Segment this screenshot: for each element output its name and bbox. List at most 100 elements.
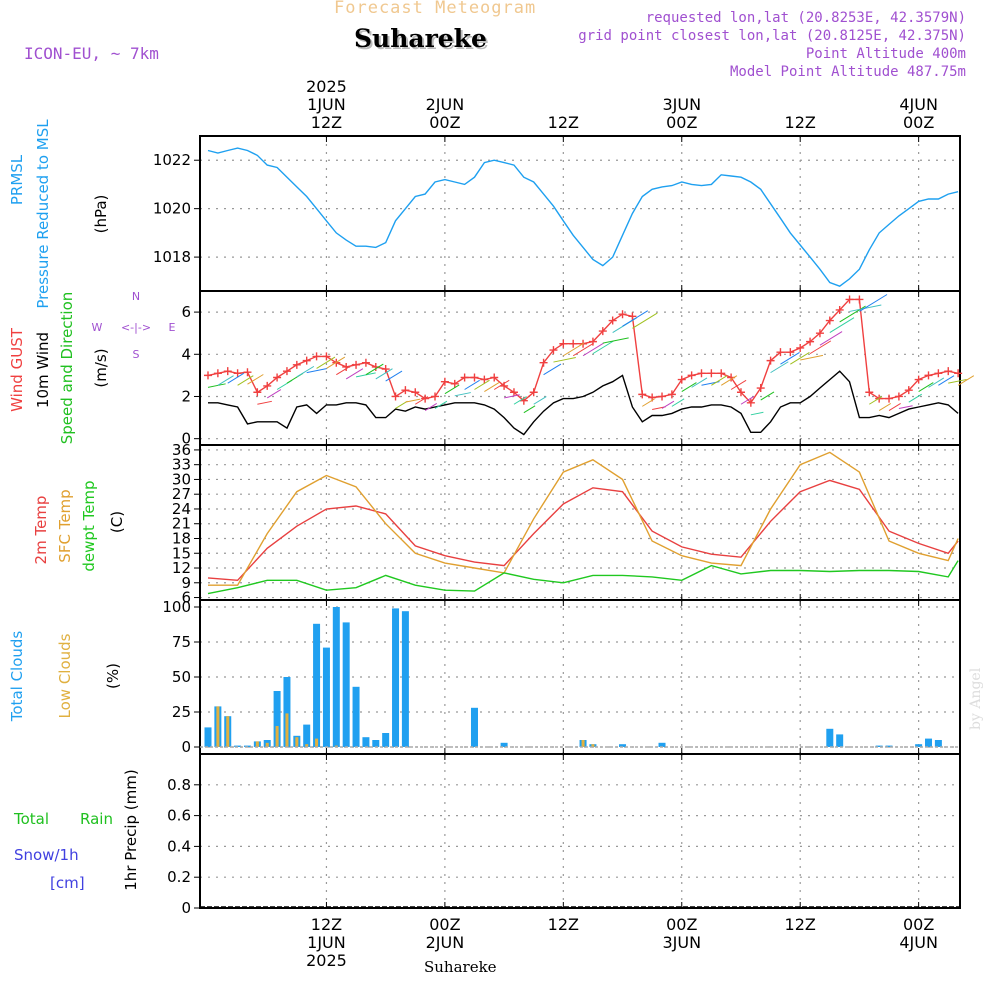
wind-direction-arrow — [237, 375, 254, 386]
wind-direction-arrow — [484, 382, 500, 393]
wind-direction-arrow — [642, 398, 655, 407]
pressure-label-prmsl: PRMSL — [8, 154, 26, 205]
wind-direction-arrow — [681, 382, 697, 393]
panel-frame-wind — [199, 290, 961, 446]
temp-sfc-label: SFC Temp — [56, 489, 74, 562]
low-cloud-bar — [285, 713, 289, 747]
gust-point — [559, 339, 568, 348]
top-time-label: 12Z — [548, 113, 579, 132]
wind-direction-arrow — [740, 396, 754, 405]
low-cloud-bar — [226, 716, 230, 747]
wind-direction-arrow — [257, 400, 272, 405]
bottom-time-label: 00Z — [666, 915, 697, 934]
total-cloud-bar — [313, 623, 321, 747]
wind-direction-arrow — [296, 365, 315, 378]
gust-point — [894, 392, 903, 401]
gust-point — [904, 386, 913, 395]
wind-direction-arrow — [602, 337, 629, 344]
y-tick-label: 2 — [181, 387, 191, 405]
gust-point — [638, 390, 647, 399]
wind-direction-arrow — [711, 375, 728, 386]
y-tick-label: 1020 — [153, 200, 191, 218]
y-tick-label: 0.6 — [167, 807, 191, 825]
wind-direction-arrow — [632, 312, 658, 329]
wind-direction-arrow — [572, 342, 594, 357]
gust-point — [815, 329, 824, 338]
gust-point — [618, 310, 627, 319]
wind-direction-arrow — [691, 377, 708, 388]
y-tick-label: 50 — [172, 668, 191, 686]
gust-point — [736, 388, 745, 397]
top-time-label: 4JUN — [899, 95, 938, 114]
low-cloud-bar — [295, 737, 299, 747]
temp-2m-label: 2m Temp — [32, 496, 50, 565]
bottom-time-label: 00Z — [429, 915, 460, 934]
gust-point — [746, 398, 755, 407]
wind-direction-arrow — [770, 361, 789, 374]
gust-point — [677, 375, 686, 384]
wind-direction-arrow — [375, 368, 393, 380]
gust-point — [885, 394, 894, 403]
gust-point — [934, 369, 943, 378]
wind-direction-arrow — [316, 356, 336, 369]
y-tick-label: 24 — [172, 500, 191, 518]
total-cloud-bar — [204, 727, 212, 747]
low-cloud-bar — [315, 738, 319, 747]
wind-direction-arrow — [424, 403, 437, 412]
gust-point — [658, 392, 667, 401]
gust-point — [806, 337, 815, 346]
total-cloud-bar — [362, 737, 370, 747]
wind-direction-arrow — [454, 392, 471, 397]
gust-point — [243, 368, 252, 377]
gust-point — [796, 343, 805, 352]
wind-direction-arrow — [928, 377, 945, 388]
total-cloud-bar — [332, 607, 340, 747]
top-time-label: 2025 — [306, 77, 347, 96]
gust-point — [766, 356, 775, 365]
precip-unit-label: 1hr Precip (mm) — [122, 769, 140, 890]
gust-point — [401, 386, 410, 395]
gust-point — [569, 339, 578, 348]
wind-direction-arrow — [474, 379, 490, 390]
total-cloud-bar — [382, 733, 390, 747]
wind-direction-arrow — [415, 396, 429, 405]
wind-direction-arrow — [217, 375, 234, 386]
total-cloud-bar — [875, 745, 883, 747]
low-cloud-bar — [265, 742, 269, 747]
y-tick-label: 1018 — [153, 248, 191, 266]
wind-gust-label: Wind GUST — [8, 327, 26, 412]
gust-point — [381, 365, 390, 374]
point-altitude: Point Altitude 400m — [805, 46, 966, 62]
wind-direction-arrow — [493, 379, 510, 390]
gust-point — [361, 358, 370, 367]
series-line-2m-temp — [207, 479, 959, 582]
y-tick-label: 25 — [172, 703, 191, 721]
y-tick-label: 75 — [172, 633, 191, 651]
y-tick-label: 9 — [181, 574, 191, 592]
footer-location: Suhareke — [424, 958, 497, 976]
wind-direction-arrow — [869, 396, 883, 405]
wind-direction-arrow — [661, 400, 675, 409]
series-line-prmsl — [207, 147, 959, 287]
wind-direction-arrow — [207, 383, 226, 388]
wind-direction-arrow — [227, 372, 245, 384]
y-tick-label: 33 — [172, 456, 191, 474]
gust-point — [707, 369, 716, 378]
wind-direction-arrow — [444, 384, 460, 395]
wind-direction-arrow — [592, 340, 614, 355]
wind-direction-arrow — [730, 379, 747, 390]
gust-point — [628, 312, 637, 321]
low-cloud-bar — [275, 726, 279, 747]
compass-west: W — [92, 321, 103, 334]
series-line-sfc-temp — [208, 451, 959, 586]
clouds-unit-label: (%) — [104, 663, 122, 689]
wind-direction-arrow — [247, 374, 264, 385]
total-cloud-bar — [470, 707, 478, 747]
wind-direction-arrow — [582, 342, 604, 357]
wind-direction-arrow — [790, 352, 810, 365]
top-time-label: 00Z — [429, 113, 460, 132]
grid-point-coords: grid point closest lon,lat (20.8125E, 42… — [578, 28, 966, 44]
bottom-time-label: 1JUN — [307, 933, 346, 952]
gust-point — [539, 358, 548, 367]
y-tick-label: 12 — [172, 559, 191, 577]
